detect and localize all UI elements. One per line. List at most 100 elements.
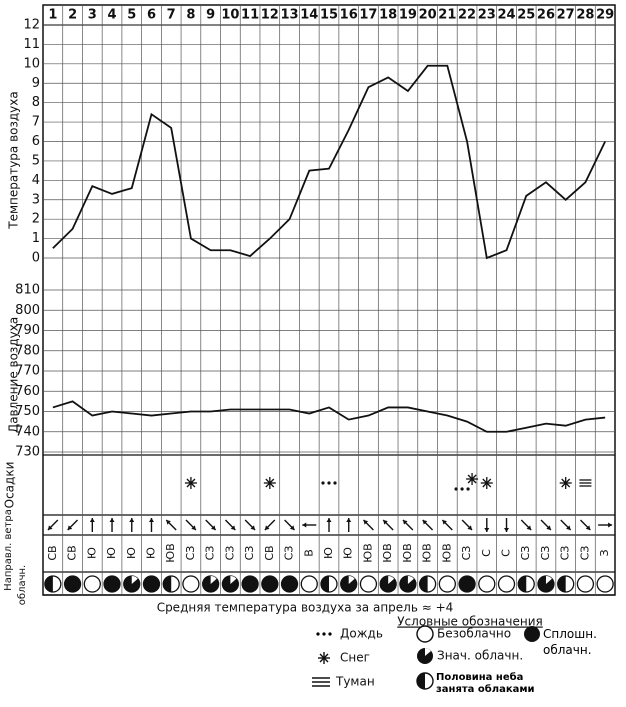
legend-significant-icon (417, 648, 433, 664)
wind-arrow (47, 519, 59, 531)
cloud-half (163, 576, 172, 592)
arrow-head (47, 525, 53, 530)
cloud-full (142, 575, 161, 593)
cloud-clear (182, 575, 200, 593)
arrow-head (346, 518, 352, 522)
legend-significant: Знач. облачн. (437, 649, 523, 663)
wind-arrow (302, 522, 317, 528)
day-label: 14 (300, 8, 318, 23)
cloud-half (517, 575, 535, 593)
day-label: 17 (359, 8, 377, 23)
cloud-clear (83, 575, 101, 593)
wind-label: Ю (342, 547, 355, 559)
arrow-head (166, 520, 171, 525)
cloud-circle (458, 575, 476, 593)
legend-rain: Дождь (340, 627, 383, 641)
rain-dot (333, 481, 337, 485)
cloud-clear (438, 575, 456, 593)
wind-arrow (484, 518, 490, 532)
cloud-clear (596, 575, 614, 593)
cloud-circle (261, 575, 279, 593)
wind-label: ЮВ (381, 543, 394, 562)
y-tick-label: 7 (32, 115, 40, 130)
cloud-clear (497, 575, 516, 593)
rain-dot (466, 487, 470, 491)
data-line (52, 400, 606, 433)
wind-arrow (382, 519, 394, 531)
wind-label: Ю (144, 547, 157, 559)
legend-snow-icon (318, 652, 330, 664)
day-label: 5 (127, 8, 136, 23)
day-label: 4 (108, 8, 117, 23)
day-label: 8 (186, 8, 195, 23)
legend-half-icon (416, 672, 434, 690)
wind-label: СЗ (559, 546, 572, 561)
day-label: 15 (320, 8, 338, 23)
rain-dot (327, 481, 331, 485)
wind-arrow (89, 518, 95, 532)
y-tick-label: 0 (32, 251, 40, 266)
cloud-gap (348, 576, 355, 584)
temp-axis-title: Температура воздуха (7, 91, 21, 230)
y-tick-label: 11 (23, 37, 40, 52)
y-tick-label: 750 (15, 404, 40, 419)
day-label: 12 (261, 8, 279, 23)
cloud-full (63, 575, 82, 593)
wind-label: С (500, 549, 513, 557)
precip-snow (466, 473, 479, 485)
cloud-significant (399, 575, 417, 593)
cloud-significant (537, 575, 555, 593)
arrow-head (148, 518, 154, 522)
wind-arrow (129, 518, 135, 532)
y-tick-label: 810 (15, 283, 40, 298)
precip-snow (263, 477, 276, 489)
data-line (52, 64, 606, 260)
wind-label: СВ (66, 545, 79, 560)
day-label: 24 (497, 8, 515, 23)
legend-clear-icon (416, 625, 434, 643)
cloud-half (518, 576, 527, 592)
pressure-axis-title: Давление воздуха (7, 317, 21, 433)
wind-label: ЮВ (164, 543, 177, 562)
arrow-head (526, 525, 532, 530)
wind-label: ЮВ (440, 543, 453, 562)
cloud-gap (545, 576, 552, 584)
day-label: 26 (537, 8, 555, 23)
legend-snow: Снег (340, 651, 370, 665)
day-label: 29 (596, 8, 614, 23)
snow-stroke (467, 474, 477, 484)
wind-arrow (346, 518, 352, 532)
precip-fog (579, 479, 592, 487)
wind-arrow (540, 519, 552, 531)
cloud-half (321, 576, 329, 592)
cloud-circle (576, 575, 595, 593)
cloud-half (162, 575, 180, 593)
day-label: 19 (399, 8, 417, 23)
y-tick-label: 12 (23, 18, 40, 33)
wind-arrow (422, 519, 434, 531)
arrow-head (442, 520, 447, 525)
cloud-gap (388, 576, 395, 584)
cloud-clear (300, 575, 318, 593)
arrow-head (504, 528, 510, 532)
cloud-circle (300, 575, 318, 593)
wind-label: СВ (263, 545, 276, 560)
y-tick-label: 2 (32, 212, 40, 227)
wind-arrow (264, 519, 276, 531)
arrow-head (484, 528, 490, 532)
y-tick-label: 760 (15, 384, 40, 399)
arrow-head (67, 525, 73, 530)
wind-label: Ю (85, 547, 98, 559)
wind-arrow (326, 518, 332, 532)
snow-stroke (482, 478, 492, 488)
cloud-significant (202, 575, 220, 593)
cloud-significant (123, 575, 141, 593)
wind-label: СЗ (519, 546, 532, 561)
snow-stroke (186, 478, 196, 488)
legend: Условные обозначения Дождь Снег Туман Бе… (312, 615, 597, 695)
cloud-clear (478, 575, 496, 593)
arrow-head (109, 518, 115, 522)
day-label: 11 (241, 8, 259, 23)
arrow-head (422, 520, 428, 525)
cloud-half (418, 575, 437, 593)
